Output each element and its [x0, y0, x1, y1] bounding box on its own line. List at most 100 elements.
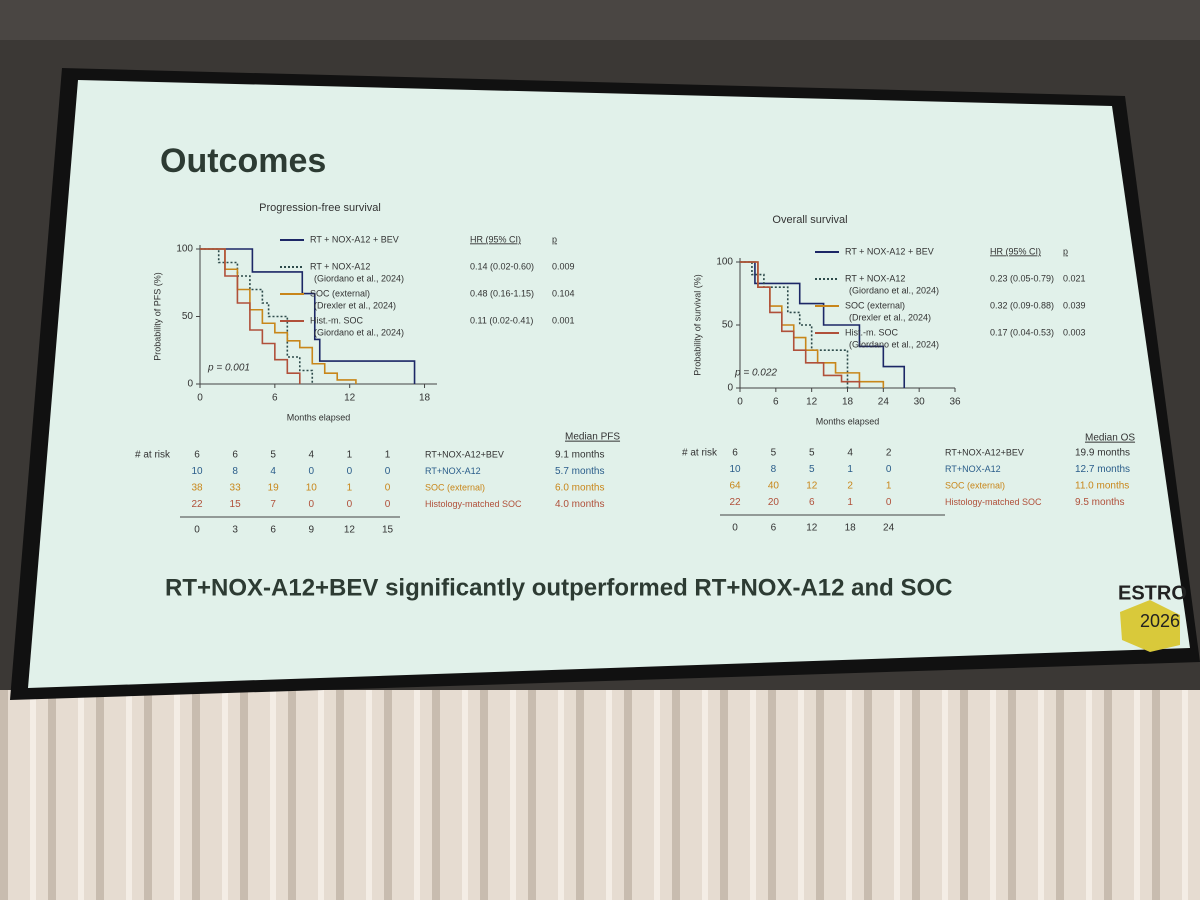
- legend-label: Hist.-m. SOC: [310, 315, 363, 325]
- legend-label: Hist.-m. SOC: [845, 327, 898, 337]
- median-value: 4.0 months: [555, 499, 604, 510]
- risk-count: 0: [347, 466, 353, 477]
- y-tick-label: 100: [716, 257, 733, 268]
- risk-count: 4: [270, 466, 276, 477]
- p-value: 0.021: [1063, 273, 1086, 283]
- legend-reference: (Giordano et al., 2024): [314, 327, 404, 337]
- legend-label: SOC (external): [845, 300, 905, 310]
- risk-count: 1: [847, 464, 853, 475]
- risk-count: 22: [729, 497, 741, 508]
- risk-row-name: RT+NOX-A12+BEV: [945, 447, 1024, 457]
- risk-count: 8: [232, 466, 238, 477]
- risk-count: 0: [309, 499, 315, 510]
- logo-text: ESTRO: [1118, 582, 1187, 604]
- legend-reference: (Drexler et al., 2024): [314, 300, 396, 310]
- p-annotation: p = 0.022: [734, 368, 777, 379]
- risk-count: 0: [347, 499, 353, 510]
- median-value: 5.7 months: [555, 466, 604, 477]
- risk-time: 9: [309, 525, 315, 536]
- risk-count: 0: [385, 499, 391, 510]
- median-value: 9.1 months: [555, 450, 604, 461]
- risk-time: 12: [806, 523, 818, 534]
- hazard-ratio: 0.17 (0.04-0.53): [990, 327, 1054, 337]
- survival-curve: [200, 248, 301, 384]
- y-tick-label: 50: [182, 311, 194, 322]
- hazard-ratio: 0.32 (0.09-0.88): [990, 300, 1054, 310]
- x-axis-label: Months elapsed: [816, 416, 880, 426]
- hr-header: HR (95% CI): [990, 246, 1041, 256]
- y-tick-label: 0: [187, 379, 193, 390]
- slide: [28, 80, 1190, 688]
- survival-curve: [200, 248, 314, 384]
- x-tick-label: 18: [842, 397, 854, 408]
- y-tick-label: 0: [727, 383, 733, 394]
- risk-count: 10: [729, 464, 741, 475]
- p-header: p: [552, 234, 557, 244]
- x-tick-label: 0: [737, 397, 743, 408]
- curtain: [0, 690, 1200, 900]
- logo-year: 2026: [1140, 611, 1180, 631]
- risk-time: 15: [382, 525, 394, 536]
- risk-count: 0: [385, 466, 391, 477]
- x-tick-label: 6: [773, 397, 779, 408]
- risk-count: 40: [768, 481, 780, 492]
- risk-row-name: RT+NOX-A12: [945, 464, 1001, 474]
- median-value: 12.7 months: [1075, 464, 1130, 475]
- risk-count: 22: [191, 499, 203, 510]
- risk-count: 6: [732, 448, 738, 459]
- legend-reference: (Giordano et al., 2024): [849, 339, 939, 349]
- risk-count: 2: [847, 481, 853, 492]
- slide-title: Outcomes: [160, 142, 326, 180]
- risk-row-name: RT+NOX-A12: [425, 466, 481, 476]
- risk-count: 8: [771, 464, 777, 475]
- median-header: Median PFS: [565, 432, 620, 443]
- risk-count: 0: [309, 466, 315, 477]
- risk-count: 0: [886, 464, 892, 475]
- y-tick-label: 50: [722, 320, 734, 331]
- risk-count: 10: [191, 466, 203, 477]
- risk-count: 12: [806, 481, 818, 492]
- risk-count: 6: [232, 450, 238, 461]
- risk-count: 5: [809, 448, 815, 459]
- risk-count: 0: [886, 497, 892, 508]
- risk-time: 18: [845, 523, 857, 534]
- survival-curve: [740, 261, 849, 388]
- legend-reference: (Giordano et al., 2024): [314, 273, 404, 283]
- x-tick-label: 24: [878, 397, 890, 408]
- median-value: 19.9 months: [1075, 448, 1130, 459]
- risk-count: 1: [385, 450, 391, 461]
- risk-count: 0: [385, 483, 391, 494]
- y-axis-label: Probability of survival (%): [692, 274, 702, 376]
- p-value: 0.009: [552, 261, 575, 271]
- risk-count: 5: [771, 448, 777, 459]
- x-tick-label: 6: [272, 393, 278, 404]
- ceiling-truss: [0, 0, 1200, 40]
- x-tick-label: 18: [419, 393, 431, 404]
- survival-curve: [740, 261, 861, 388]
- median-value: 6.0 months: [555, 483, 604, 494]
- risk-count: 5: [809, 464, 815, 475]
- risk-count: 7: [270, 499, 276, 510]
- legend-reference: (Giordano et al., 2024): [849, 285, 939, 295]
- survival-curve: [740, 261, 906, 388]
- risk-time: 6: [771, 523, 777, 534]
- risk-count: 1: [347, 450, 353, 461]
- risk-label: # at risk: [682, 448, 718, 459]
- x-tick-label: 36: [949, 397, 961, 408]
- y-tick-label: 100: [176, 244, 193, 255]
- legend-label: RT + NOX-A12: [310, 261, 370, 271]
- risk-count: 10: [306, 483, 318, 494]
- risk-count: 2: [886, 448, 892, 459]
- risk-count: 4: [847, 448, 853, 459]
- hazard-ratio: 0.23 (0.05-0.79): [990, 273, 1054, 283]
- p-value: 0.104: [552, 288, 575, 298]
- risk-time: 0: [194, 525, 200, 536]
- risk-label: # at risk: [135, 450, 171, 461]
- p-value: 0.003: [1063, 327, 1086, 337]
- risk-count: 20: [768, 497, 780, 508]
- risk-count: 4: [309, 450, 315, 461]
- risk-time: 3: [232, 525, 238, 536]
- median-value: 9.5 months: [1075, 497, 1124, 508]
